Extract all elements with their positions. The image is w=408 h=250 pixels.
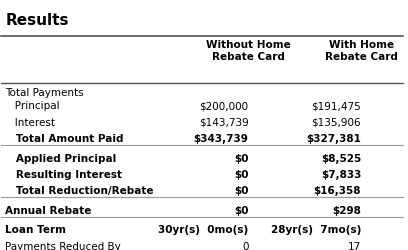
Text: $0: $0 (234, 186, 248, 196)
Text: Applied Principal: Applied Principal (5, 153, 117, 163)
Text: 30yr(s)  0mo(s): 30yr(s) 0mo(s) (158, 224, 248, 234)
Text: $343,739: $343,739 (194, 134, 248, 143)
Text: $298: $298 (332, 205, 361, 215)
Text: Interest: Interest (5, 117, 55, 127)
Text: Total Payments: Total Payments (5, 88, 84, 98)
Text: 0: 0 (242, 241, 248, 250)
Text: $7,833: $7,833 (321, 169, 361, 179)
Text: 17: 17 (348, 241, 361, 250)
Text: Total Amount Paid: Total Amount Paid (5, 134, 124, 143)
Text: $327,381: $327,381 (306, 134, 361, 143)
Text: $200,000: $200,000 (200, 101, 248, 111)
Text: With Home
Rebate Card: With Home Rebate Card (325, 40, 398, 62)
Text: $16,358: $16,358 (314, 186, 361, 196)
Text: Loan Term: Loan Term (5, 224, 67, 234)
Text: $135,906: $135,906 (312, 117, 361, 127)
Text: 28yr(s)  7mo(s): 28yr(s) 7mo(s) (271, 224, 361, 234)
Text: $0: $0 (234, 169, 248, 179)
Text: Without Home
Rebate Card: Without Home Rebate Card (206, 40, 291, 62)
Text: Annual Rebate: Annual Rebate (5, 205, 92, 215)
Text: $0: $0 (234, 205, 248, 215)
Text: $143,739: $143,739 (199, 117, 248, 127)
Text: Total Reduction/Rebate: Total Reduction/Rebate (5, 186, 154, 196)
Text: Principal: Principal (5, 101, 60, 111)
Text: Payments Reduced By: Payments Reduced By (5, 241, 121, 250)
Text: $191,475: $191,475 (311, 101, 361, 111)
Text: $0: $0 (234, 153, 248, 163)
Text: Resulting Interest: Resulting Interest (5, 169, 122, 179)
Text: Results: Results (5, 12, 69, 28)
Text: $8,525: $8,525 (321, 153, 361, 163)
